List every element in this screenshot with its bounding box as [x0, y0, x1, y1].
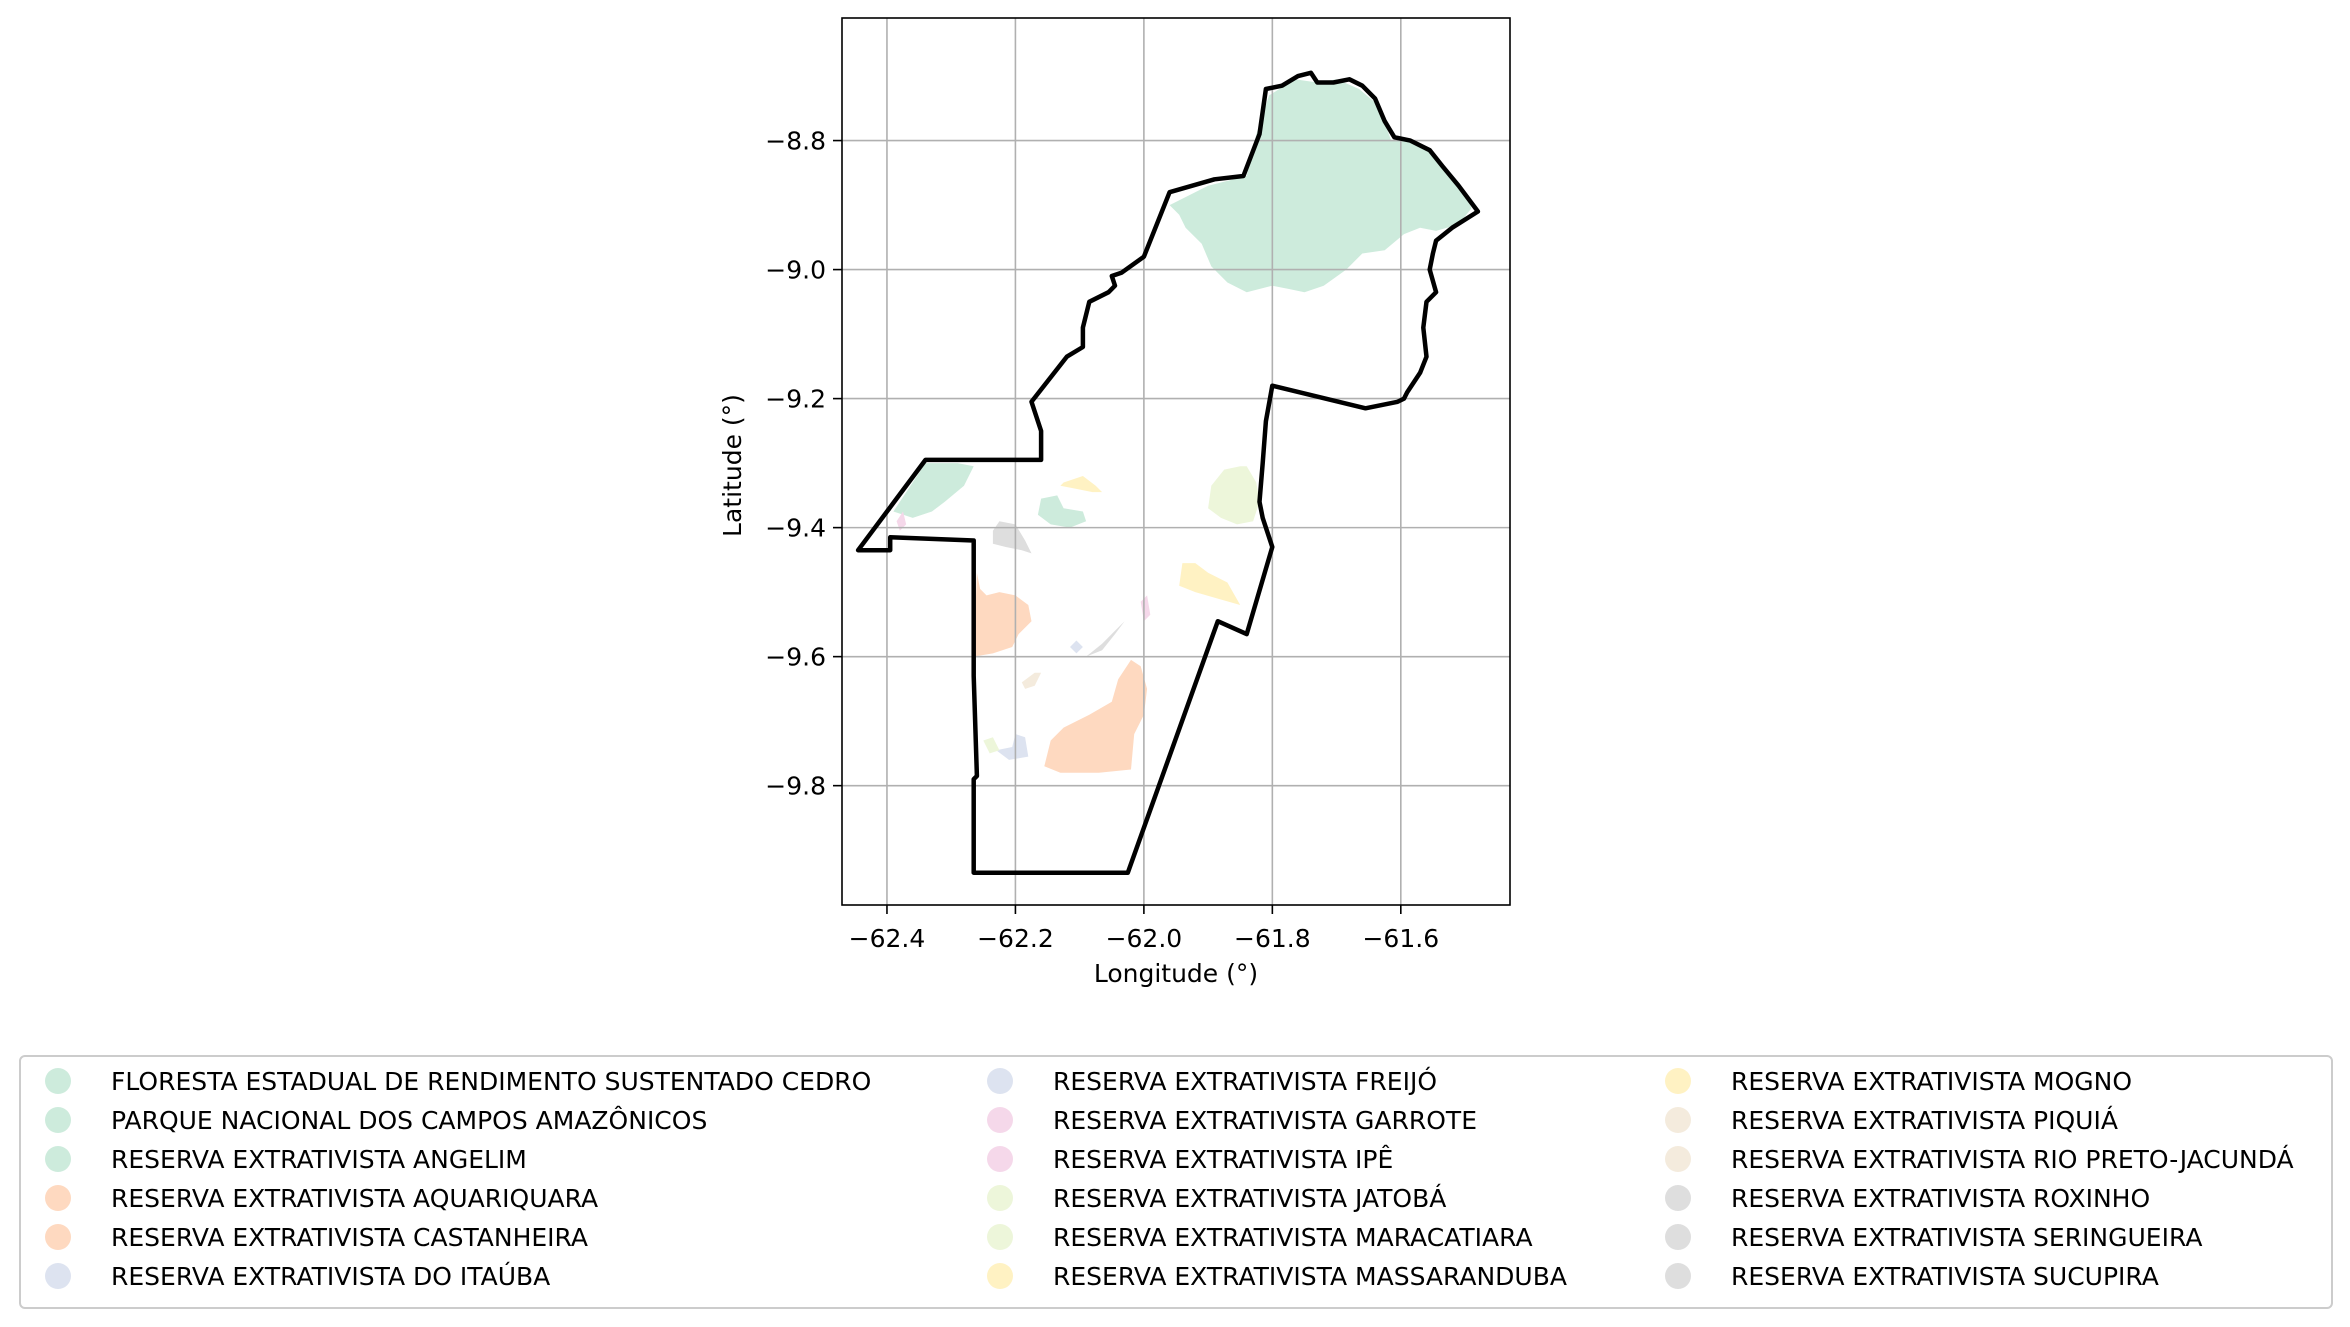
legend-item: RESERVA EXTRATIVISTA MOGNO: [1641, 1061, 2132, 1101]
protected-area-7: [1086, 621, 1125, 656]
legend-item: RESERVA EXTRATIVISTA JATOBÁ: [963, 1178, 1446, 1218]
protected-area-15: [1022, 673, 1041, 689]
protected-area-16: [983, 737, 999, 753]
legend-swatch: [1665, 1146, 1691, 1172]
legend-swatch: [987, 1185, 1013, 1211]
legend-label: RESERVA EXTRATIVISTA AQUARIQUARA: [111, 1186, 598, 1211]
legend-swatch: [45, 1107, 71, 1133]
legend-label: FLORESTA ESTADUAL DE RENDIMENTO SUSTENTA…: [111, 1069, 871, 1094]
legend-swatch: [45, 1146, 71, 1172]
x-tick-label: −61.6: [1362, 924, 1439, 953]
legend-label: RESERVA EXTRATIVISTA IPÊ: [1053, 1147, 1393, 1172]
legend-item: RESERVA EXTRATIVISTA ROXINHO: [1641, 1178, 2150, 1218]
legend-item: RESERVA EXTRATIVISTA FREIJÓ: [963, 1061, 1437, 1101]
legend-label: RESERVA EXTRATIVISTA CASTANHEIRA: [111, 1225, 588, 1250]
x-tick-label: −62.0: [1106, 924, 1183, 953]
protected-area-9: [1179, 563, 1240, 605]
legend-item: RESERVA EXTRATIVISTA DO ITAÚBA: [21, 1256, 550, 1296]
legend-item: FLORESTA ESTADUAL DE RENDIMENTO SUSTENTA…: [21, 1061, 871, 1101]
legend-label: RESERVA EXTRATIVISTA JATOBÁ: [1053, 1186, 1446, 1211]
x-tick-label: −61.8: [1234, 924, 1311, 953]
x-tick-label: −62.4: [849, 924, 926, 953]
legend-label: PARQUE NACIONAL DOS CAMPOS AMAZÔNICOS: [111, 1108, 707, 1133]
legend-item: RESERVA EXTRATIVISTA CASTANHEIRA: [21, 1217, 588, 1257]
legend-label: RESERVA EXTRATIVISTA DO ITAÚBA: [111, 1264, 550, 1289]
protected-areas-layer: [893, 79, 1471, 773]
x-axis-label: Longitude (°): [1094, 959, 1258, 988]
legend-item: RESERVA EXTRATIVISTA PIQUIÁ: [1641, 1100, 2118, 1140]
legend-item: RESERVA EXTRATIVISTA MARACATIARA: [963, 1217, 1533, 1257]
legend-label: RESERVA EXTRATIVISTA FREIJÓ: [1053, 1069, 1437, 1094]
legend-label: RESERVA EXTRATIVISTA MARACATIARA: [1053, 1225, 1533, 1250]
legend-swatch: [1665, 1107, 1691, 1133]
legend-item: RESERVA EXTRATIVISTA GARROTE: [963, 1100, 1477, 1140]
protected-area-13: [996, 734, 1028, 760]
legend-swatch: [1665, 1068, 1691, 1094]
legend-label: RESERVA EXTRATIVISTA SERINGUEIRA: [1731, 1225, 2202, 1250]
protected-area-8: [1060, 476, 1102, 492]
legend-item: PARQUE NACIONAL DOS CAMPOS AMAZÔNICOS: [21, 1100, 707, 1140]
legend-swatch: [987, 1263, 1013, 1289]
legend-item: RESERVA EXTRATIVISTA AQUARIQUARA: [21, 1178, 598, 1218]
legend-swatch: [1665, 1185, 1691, 1211]
protected-area-5: [1141, 595, 1151, 621]
y-tick-label: −9.0: [765, 256, 826, 285]
legend-item: RESERVA EXTRATIVISTA SUCUPIRA: [1641, 1256, 2159, 1296]
legend-item: RESERVA EXTRATIVISTA SERINGUEIRA: [1641, 1217, 2202, 1257]
legend-label: RESERVA EXTRATIVISTA MOGNO: [1731, 1069, 2132, 1094]
protected-area-12: [1044, 660, 1147, 773]
protected-area-11: [974, 573, 1032, 657]
x-tick-label: −62.2: [977, 924, 1054, 953]
legend-swatch: [45, 1185, 71, 1211]
legend: FLORESTA ESTADUAL DE RENDIMENTO SUSTENTA…: [19, 1055, 2333, 1309]
y-tick-label: −9.8: [765, 772, 826, 801]
legend-label: RESERVA EXTRATIVISTA ANGELIM: [111, 1147, 527, 1172]
legend-swatch: [1665, 1224, 1691, 1250]
legend-label: RESERVA EXTRATIVISTA MASSARANDUBA: [1053, 1264, 1567, 1289]
legend-item: RESERVA EXTRATIVISTA MASSARANDUBA: [963, 1256, 1567, 1296]
protected-area-14: [1070, 641, 1083, 654]
legend-label: RESERVA EXTRATIVISTA RIO PRETO-JACUNDÁ: [1731, 1147, 2294, 1172]
y-tick-label: −9.6: [765, 643, 826, 672]
legend-swatch: [45, 1224, 71, 1250]
legend-label: RESERVA EXTRATIVISTA ROXINHO: [1731, 1186, 2150, 1211]
legend-label: RESERVA EXTRATIVISTA GARROTE: [1053, 1108, 1477, 1133]
y-tick-label: −8.8: [765, 127, 826, 156]
y-tick-label: −9.2: [765, 385, 826, 414]
y-axis-label: Latitude (°): [718, 394, 747, 537]
protected-area-10: [1208, 466, 1259, 524]
y-tick-label: −9.4: [765, 514, 826, 543]
legend-swatch: [45, 1068, 71, 1094]
legend-swatch: [987, 1146, 1013, 1172]
legend-swatch: [1665, 1263, 1691, 1289]
legend-item: RESERVA EXTRATIVISTA IPÊ: [963, 1139, 1393, 1179]
legend-item: RESERVA EXTRATIVISTA RIO PRETO-JACUNDÁ: [1641, 1139, 2294, 1179]
protected-area-6: [993, 521, 1032, 553]
legend-swatch: [987, 1107, 1013, 1133]
protected-area-1: [1170, 79, 1472, 292]
protected-area-3: [1038, 495, 1086, 527]
legend-label: RESERVA EXTRATIVISTA PIQUIÁ: [1731, 1108, 2118, 1133]
legend-label: RESERVA EXTRATIVISTA SUCUPIRA: [1731, 1264, 2159, 1289]
legend-swatch: [987, 1224, 1013, 1250]
legend-item: RESERVA EXTRATIVISTA ANGELIM: [21, 1139, 527, 1179]
legend-swatch: [45, 1263, 71, 1289]
legend-swatch: [987, 1068, 1013, 1094]
